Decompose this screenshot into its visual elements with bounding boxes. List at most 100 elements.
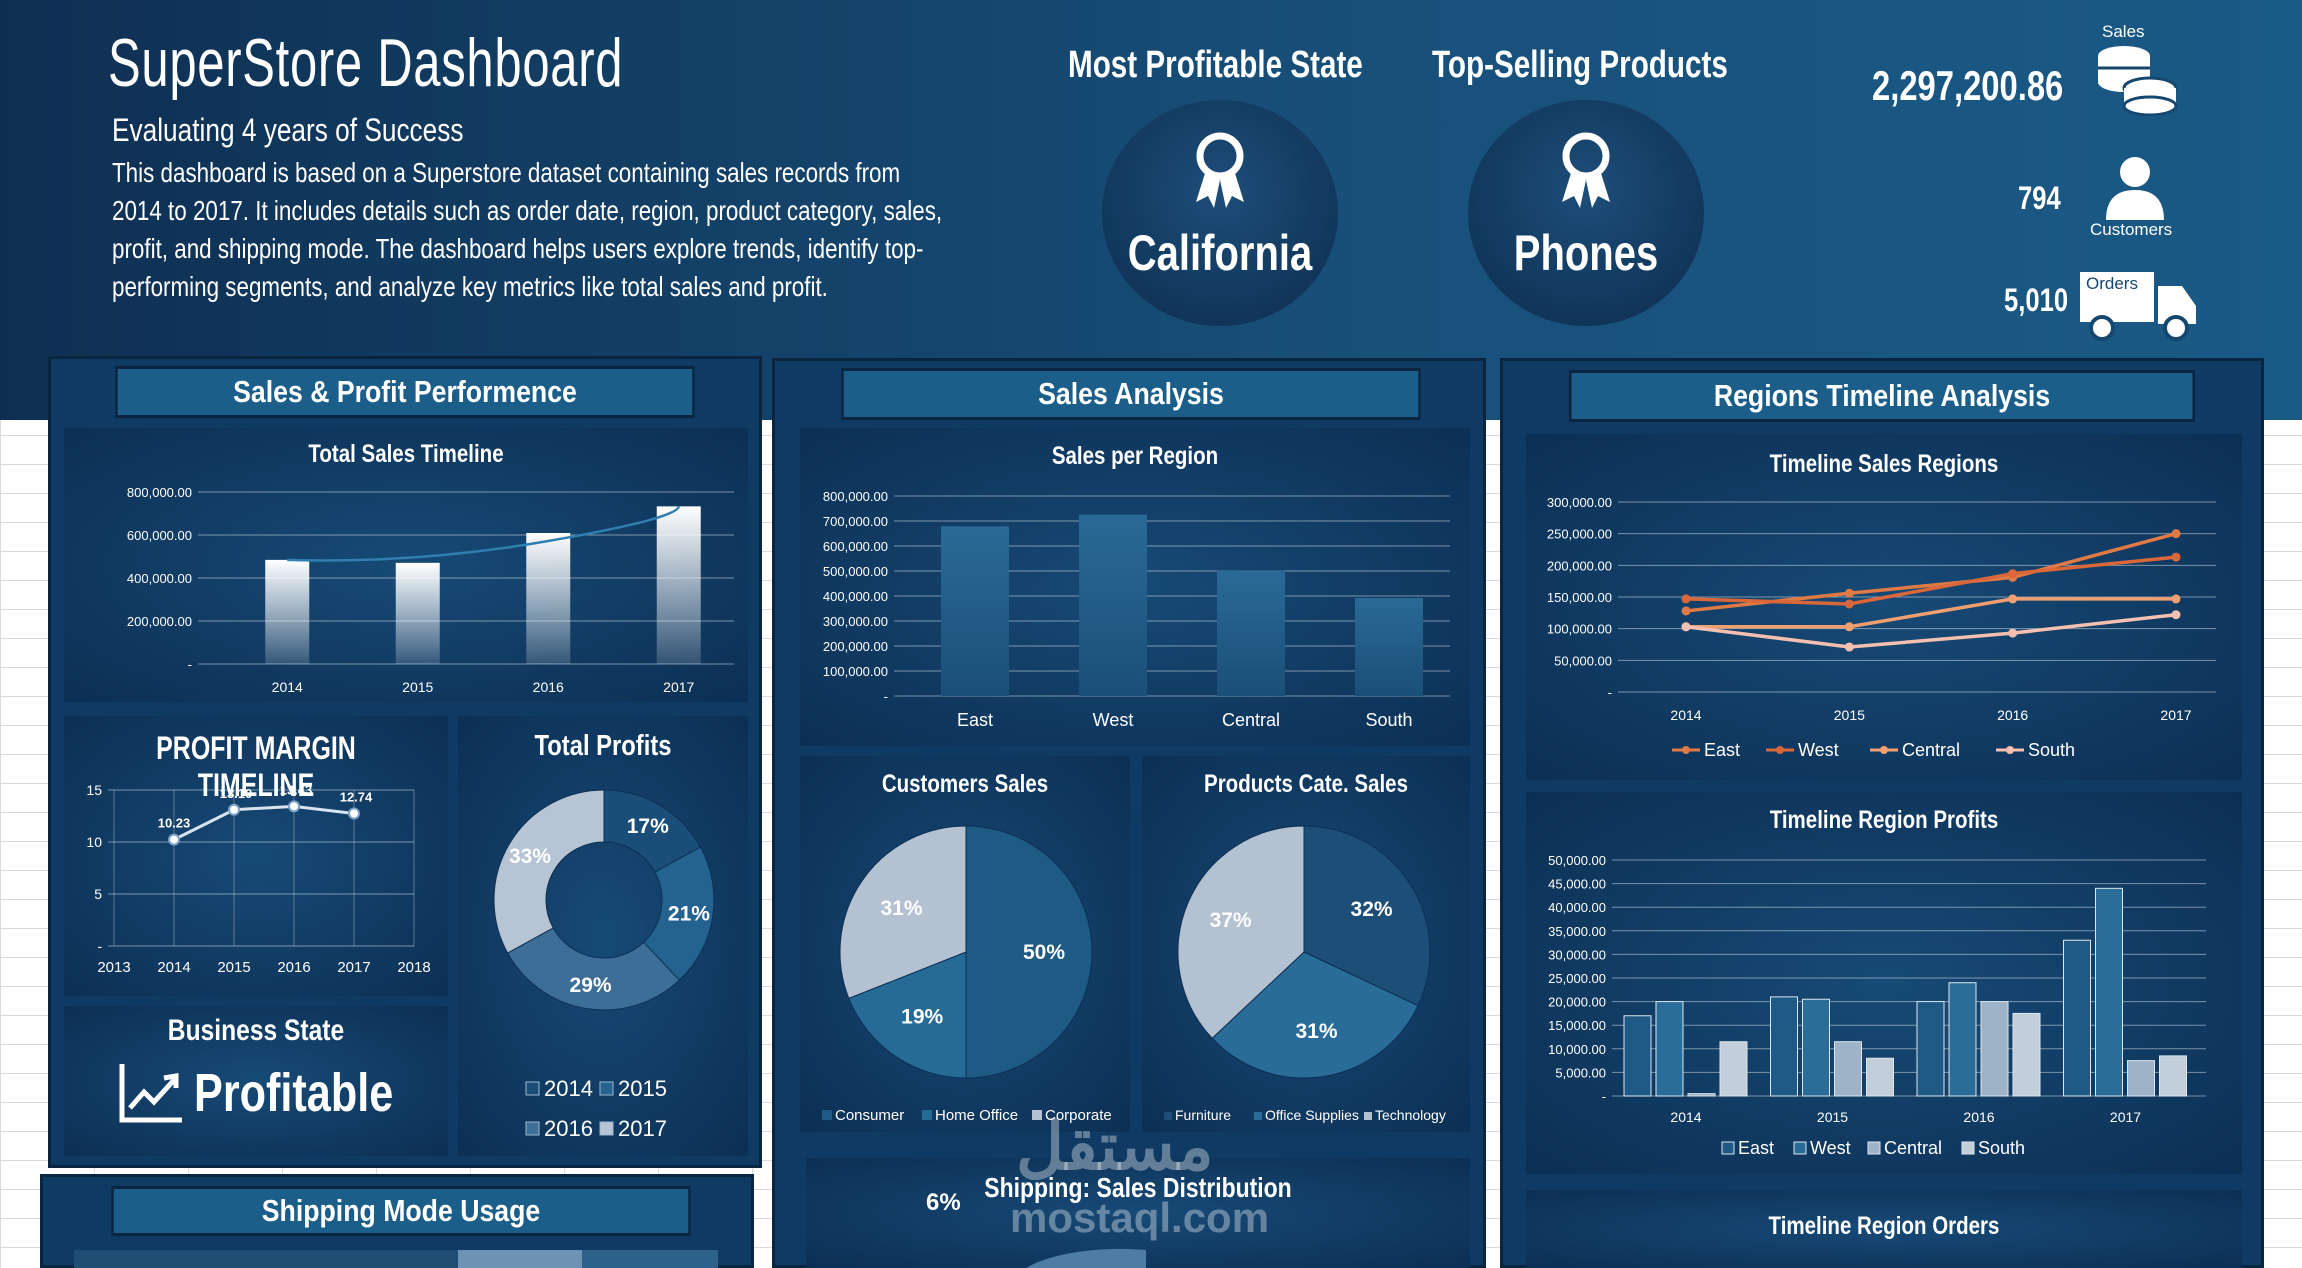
x-tick-label: 2014 [1670,707,1701,723]
chart-title: Timeline Sales Regions [1769,450,1999,478]
timeline-sales-regions-chart: 300,000.00 250,000.00 200,000.00 150,000.00… [1547,495,2216,760]
bar [1355,598,1423,696]
x-tick-label: 2016 [533,679,564,695]
data-point [2171,529,2181,539]
pie-label: 37% [1210,909,1252,932]
bar [941,526,1009,696]
series-line [173,804,355,841]
watermark-arabic: مستقل [1016,1109,1214,1183]
pie-label: 21% [668,902,710,925]
data-point [1844,599,1854,609]
legend-label: 2014 [544,1076,593,1101]
series-line [1686,597,2176,629]
x-tick-label: South [1365,710,1412,730]
legend-label: East [1704,740,1740,760]
data-point [1681,622,1691,632]
bar [1217,570,1285,696]
legend-swatch [1032,1110,1042,1120]
bar [395,562,440,664]
legend-swatch [1364,1112,1372,1120]
legend-label: Corporate [1045,1107,1112,1124]
regions-timeline-header: Regions Timeline Analysis [1568,370,2196,422]
customers-sales-card: Customers Sales 50% 19% 31% Consumer Home Of… [800,756,1130,1132]
chart-title: Products Cate. Sales [1204,770,1408,798]
x-tick-label: 2015 [402,679,433,695]
pie-label: 50% [1023,941,1065,964]
award-icon [1196,132,1244,208]
truck-icon [2080,272,2196,341]
x-tick-label: 2014 [272,679,303,695]
x-tick-label: 2017 [337,959,370,976]
customers-kpi-label: Customers [2090,220,2173,239]
bar [1719,1041,1748,1097]
bar [1655,1001,1684,1097]
y-tick-label: 300,000.00 [823,614,888,629]
y-tick-label: 800,000.00 [127,485,192,500]
bar [1866,1057,1894,1097]
legend-swatch [822,1110,832,1120]
data-label: 13.43 [280,782,313,797]
chart-title: Customers Sales [881,770,1049,798]
business-state-value: Profitable [194,1063,394,1123]
pie-slice [839,825,967,1000]
pie-slice [493,789,605,954]
x-tick-label: 2015 [217,959,250,976]
chart-title: Sales per Region [1051,442,1219,470]
bar [2012,1012,2041,1097]
data-point [1844,588,1854,598]
y-tick-label: 400,000.00 [823,589,888,604]
pie-slice [1211,951,1419,1079]
timeline-sales-regions-card: Timeline Sales Regions 300,000.00 250,000… [1526,434,2242,780]
y-tick-label: 5 [94,886,102,902]
bar [1980,1001,2009,1097]
legend-label: East [1738,1138,1774,1158]
legend-label: West [1810,1138,1851,1158]
products-sales-card: Products Cate. Sales 32% 31% 37% Furniture O… [1142,756,1470,1132]
bar [1770,996,1798,1097]
data-point [2171,610,2181,620]
page-title: SuperStore Dashboard [108,25,624,101]
legend-swatch [1793,1141,1807,1155]
most-profitable-state-label: Most Profitable State [1068,44,1363,86]
y-tick-label: 25,000.00 [1548,971,1606,986]
legend-marker [2006,746,2014,754]
y-tick-label: 400,000.00 [127,571,192,586]
timeline-region-orders-card: Timeline Region Orders [1526,1190,2242,1268]
x-tick-label: 2016 [1997,707,2028,723]
pie-label: 29% [570,974,612,997]
data-point [348,807,360,820]
bar [1687,1093,1716,1097]
bar [2127,1060,2155,1097]
pie-label: 17% [627,815,669,838]
legend-swatch [1867,1141,1881,1155]
legend-label: 2016 [544,1116,593,1141]
legend-marker [1776,746,1784,754]
y-tick-label: 300,000.00 [1547,495,1612,510]
state-value: California [1127,225,1313,281]
y-tick-label: 200,000.00 [1547,558,1612,573]
shipping-mode-segment [458,1250,582,1268]
business-state-card: Business State Profitable [64,1006,448,1156]
x-tick-label: West [1093,710,1134,730]
pie-label: 19% [901,1006,943,1029]
data-point [228,803,240,816]
pie-label: 6% [926,1189,961,1216]
customers-kpi-value: 794 [2018,180,2061,216]
sales-profit-header: Sales & Profit Performence [115,366,695,418]
legend-marker [1880,746,1888,754]
y-tick-label: 600,000.00 [127,528,192,543]
description-line: 2014 to 2017. It includes details such a… [112,195,943,226]
sales-analysis-header: Sales Analysis [841,368,1421,420]
description-line: This dashboard is based on a Superstore … [112,157,901,188]
x-tick-label: 2015 [1834,707,1865,723]
y-tick-label: 20,000.00 [1548,995,1606,1010]
pie-label: 33% [509,845,551,868]
chart-title: PROFIT MARGIN TIMELINE [156,730,356,803]
y-tick-label: 150,000.00 [1547,590,1612,605]
data-label: 12.74 [340,790,373,805]
pie-slice [1303,825,1431,1007]
series-line [1685,612,2177,649]
data-label: 10.23 [158,816,191,831]
x-tick-label: 2017 [2110,1109,2141,1125]
product-badge: Phones [1468,100,1704,326]
